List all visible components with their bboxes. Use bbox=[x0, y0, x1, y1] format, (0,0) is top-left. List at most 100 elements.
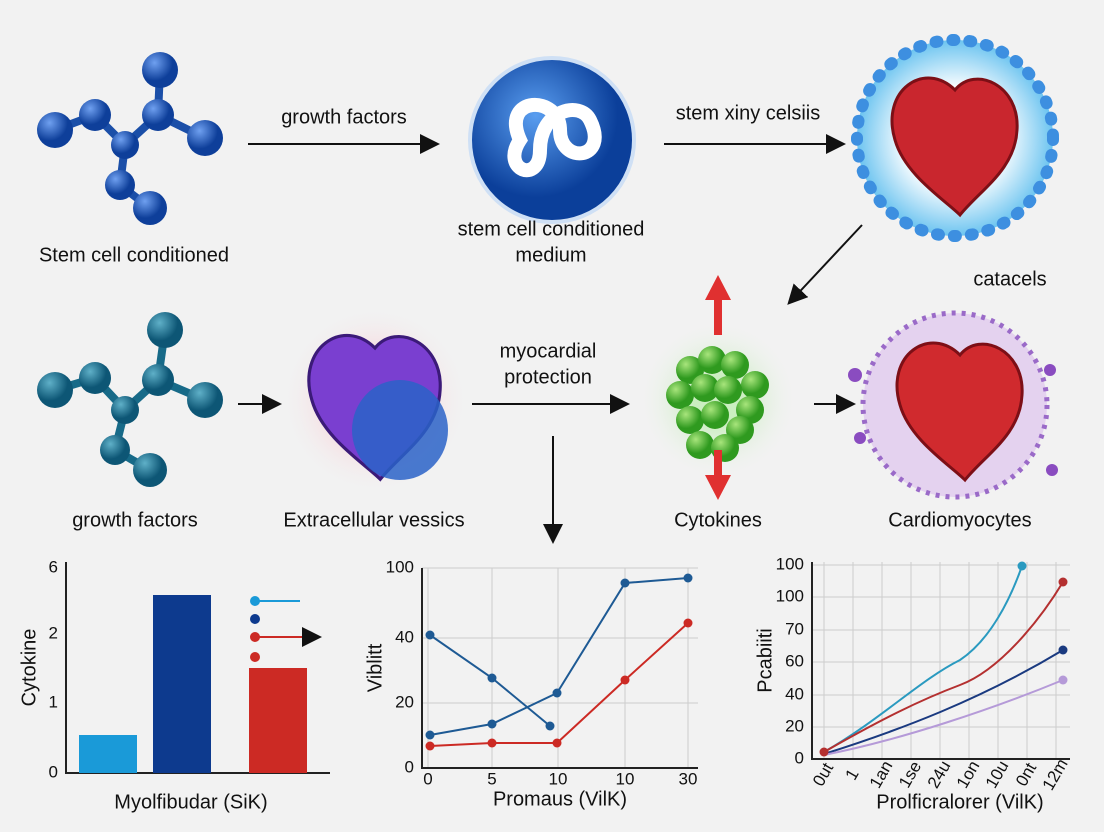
cytokine-bead bbox=[666, 381, 694, 409]
cytokine-bead bbox=[721, 351, 749, 379]
point bbox=[487, 719, 497, 729]
x-tick-label: 24u bbox=[924, 757, 955, 791]
cytokine-cluster bbox=[638, 275, 798, 500]
point bbox=[620, 578, 630, 588]
point bbox=[683, 618, 693, 628]
y-tick-label: 0 bbox=[405, 757, 414, 776]
point bbox=[683, 573, 693, 583]
x-tick-label: 1se bbox=[895, 758, 925, 791]
stage-label: Cardiomyocytes bbox=[888, 509, 1031, 531]
y-tick-label: 6 bbox=[49, 557, 58, 576]
point bbox=[1058, 645, 1068, 655]
y-axis-label: Cytokine bbox=[18, 629, 40, 707]
y-tick-label: 100 bbox=[386, 557, 414, 576]
axis bbox=[421, 568, 698, 769]
chart-marks bbox=[79, 561, 1068, 773]
cytokine-bead bbox=[686, 431, 714, 459]
point bbox=[487, 738, 497, 748]
y-tick-label: 40 bbox=[785, 684, 804, 703]
y-tick-label: 0 bbox=[49, 762, 58, 781]
point bbox=[552, 688, 562, 698]
y-tick-label: 100 bbox=[776, 586, 804, 605]
point bbox=[545, 721, 555, 731]
stage-label: Cytokines bbox=[674, 509, 762, 531]
curve bbox=[823, 565, 1023, 753]
x-tick-label: 1 bbox=[842, 766, 863, 784]
y-axis-label: Pcabiiti bbox=[754, 628, 776, 692]
molecule-top bbox=[37, 52, 223, 225]
curve bbox=[823, 649, 1064, 755]
point bbox=[1058, 675, 1068, 685]
x-axis-label: Promaus (VilK) bbox=[493, 788, 627, 810]
mini-chart: 100 40 20 00 5 10 10 30 Viblitt Promaus (VilK) bbox=[364, 557, 698, 810]
cytokine-bead bbox=[741, 371, 769, 399]
y-tick-label: 0 bbox=[795, 748, 804, 767]
point bbox=[425, 630, 435, 640]
x-tick-label: 10 bbox=[616, 769, 635, 788]
point bbox=[1017, 561, 1027, 571]
molecule-middle bbox=[37, 312, 223, 487]
point bbox=[425, 730, 435, 740]
bar bbox=[153, 595, 211, 773]
stage-label: Extracellular vessics bbox=[283, 509, 464, 531]
curve bbox=[823, 581, 1064, 753]
x-axis-label: Myolfibudar (SiK) bbox=[114, 791, 267, 813]
legend-dot bbox=[250, 614, 260, 624]
cytokine-bead bbox=[698, 346, 726, 374]
axis bbox=[65, 562, 330, 774]
axis bbox=[811, 562, 1070, 760]
heart-vesicle bbox=[280, 305, 470, 495]
point bbox=[425, 741, 435, 751]
point bbox=[487, 673, 497, 683]
mini-chart: 6 2 1 0 Cytokine Myolfibudar (SiK) bbox=[18, 557, 330, 813]
stage-label: growth factors bbox=[72, 509, 198, 531]
x-tick-label: 10u bbox=[982, 757, 1013, 791]
y-axis-label: Viblitt bbox=[364, 643, 386, 692]
bar bbox=[79, 735, 137, 773]
point bbox=[819, 747, 829, 757]
x-tick-label: 10 bbox=[549, 769, 568, 788]
x-tick-label: 0 bbox=[423, 769, 432, 788]
cardiomyocyte bbox=[848, 310, 1058, 500]
bar bbox=[249, 668, 307, 773]
y-tick-label: 1 bbox=[49, 692, 58, 711]
y-tick-label: 100 bbox=[776, 554, 804, 573]
heart-cell bbox=[851, 34, 1059, 242]
y-tick-label: 20 bbox=[785, 716, 804, 735]
x-tick-label: 1an bbox=[866, 757, 897, 791]
arrow-label: protection bbox=[504, 366, 592, 388]
x-tick-label: 0nt bbox=[1012, 759, 1040, 789]
y-tick-label: 20 bbox=[395, 692, 414, 711]
arrow-label: myocardial bbox=[500, 340, 597, 362]
line bbox=[429, 577, 689, 736]
molecule-label: Stem cell conditioned bbox=[39, 244, 229, 266]
x-tick-label: 5 bbox=[487, 769, 496, 788]
medium-label: medium bbox=[515, 244, 586, 266]
medium-label: stem cell conditioned bbox=[458, 218, 645, 240]
legend-dot bbox=[250, 652, 260, 662]
x-tick-label: 0ut bbox=[809, 759, 837, 789]
y-tick-label: 2 bbox=[49, 623, 58, 642]
point bbox=[552, 738, 562, 748]
y-tick-label: 40 bbox=[395, 627, 414, 646]
cytokine-bead bbox=[701, 401, 729, 429]
point bbox=[620, 675, 630, 685]
x-axis-label: Prolficralorer (VilK) bbox=[876, 791, 1043, 813]
medium-sphere bbox=[468, 56, 636, 224]
x-tick-label: 30 bbox=[679, 769, 698, 788]
medium-symbol bbox=[507, 97, 602, 178]
x-tick-label: 1on bbox=[953, 757, 984, 791]
cytokine-bead bbox=[676, 406, 704, 434]
point bbox=[1058, 577, 1068, 587]
x-tick-label: 12m bbox=[1039, 755, 1072, 793]
cytokine-bead bbox=[714, 376, 742, 404]
cytokine-bead bbox=[691, 374, 719, 402]
y-tick-label: 60 bbox=[785, 651, 804, 670]
y-tick-label: 70 bbox=[785, 619, 804, 638]
arrow-label: stem xiny celsiis bbox=[676, 102, 820, 124]
arrow-label: growth factors bbox=[281, 106, 407, 128]
curve bbox=[823, 679, 1064, 756]
arrow bbox=[787, 224, 863, 305]
